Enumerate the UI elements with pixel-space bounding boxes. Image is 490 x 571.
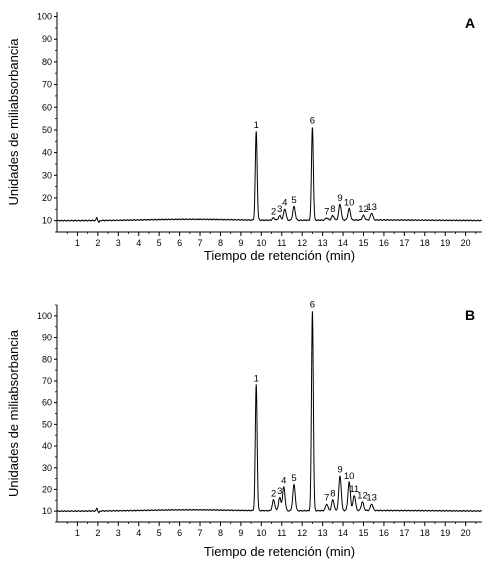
peak-label: 6 xyxy=(310,116,315,127)
y-tick-label: 10 xyxy=(42,216,52,226)
peak-label: 4 xyxy=(281,475,286,486)
peak-label: 3 xyxy=(277,486,282,497)
x-tick-label: 17 xyxy=(399,528,409,538)
x-tick-label: 19 xyxy=(440,238,450,248)
peak-label: 12 xyxy=(357,490,368,501)
x-tick-label: 19 xyxy=(440,528,450,538)
x-tick-label: 16 xyxy=(379,528,389,538)
y-tick-label: 60 xyxy=(42,102,52,112)
peak-label: 12 xyxy=(358,204,369,215)
y-tick-label: 30 xyxy=(42,170,52,180)
panel-label: B xyxy=(465,307,475,323)
panel-label: A xyxy=(465,15,475,31)
peak-label: 5 xyxy=(291,473,296,484)
x-tick-label: 5 xyxy=(157,528,162,538)
x-tick-label: 14 xyxy=(338,528,348,538)
y-axis-title: Unidades de miliabsorbancia xyxy=(6,38,21,206)
peak-label: 7 xyxy=(324,493,329,504)
peak-label: 13 xyxy=(366,202,377,213)
peak-label: 11 xyxy=(349,484,359,495)
x-tick-label: 7 xyxy=(198,238,203,248)
y-tick-label: 70 xyxy=(42,376,52,386)
x-tick-label: 9 xyxy=(238,238,243,248)
x-tick-label: 3 xyxy=(116,528,121,538)
y-tick-label: 20 xyxy=(42,484,52,494)
x-tick-label: 8 xyxy=(218,528,223,538)
y-tick-label: 40 xyxy=(42,148,52,158)
y-tick-label: 50 xyxy=(42,419,52,429)
y-axis-title: Unidades de miliabsorbancia xyxy=(6,329,21,497)
x-tick-label: 12 xyxy=(297,238,307,248)
y-tick-label: 90 xyxy=(42,333,52,343)
x-tick-label: 17 xyxy=(399,238,409,248)
x-tick-label: 3 xyxy=(116,238,121,248)
x-tick-label: 1 xyxy=(75,238,80,248)
peak-label: 7 xyxy=(324,206,329,217)
peak-label: 13 xyxy=(366,493,377,504)
peak-label: 1 xyxy=(254,120,259,131)
x-tick-label: 11 xyxy=(277,528,286,538)
x-tick-label: 2 xyxy=(95,528,100,538)
peak-label: 8 xyxy=(330,488,335,499)
x-tick-label: 15 xyxy=(358,238,368,248)
x-tick-label: 14 xyxy=(338,238,348,248)
x-tick-label: 10 xyxy=(256,528,266,538)
x-axis-title: Tiempo de retención (min) xyxy=(204,544,355,559)
chromatogram-trace xyxy=(56,127,482,223)
x-tick-label: 15 xyxy=(358,528,368,538)
x-tick-label: 16 xyxy=(379,238,389,248)
peak-label: 10 xyxy=(344,471,355,482)
x-tick-label: 1 xyxy=(75,528,80,538)
peak-label: 8 xyxy=(330,204,335,215)
x-tick-label: 20 xyxy=(461,238,471,248)
x-tick-label: 11 xyxy=(277,238,286,248)
y-tick-label: 50 xyxy=(42,125,52,135)
x-axis-title: Tiempo de retención (min) xyxy=(204,248,355,263)
y-tick-label: 20 xyxy=(42,193,52,203)
y-tick-label: 40 xyxy=(42,441,52,451)
x-tick-label: 6 xyxy=(177,528,182,538)
x-tick-label: 7 xyxy=(198,528,203,538)
peak-label: 4 xyxy=(282,197,287,208)
x-tick-label: 5 xyxy=(157,238,162,248)
y-tick-label: 60 xyxy=(42,398,52,408)
x-tick-label: 4 xyxy=(136,528,141,538)
x-tick-label: 6 xyxy=(177,238,182,248)
x-tick-label: 8 xyxy=(218,238,223,248)
y-tick-label: 10 xyxy=(42,506,52,516)
x-tick-label: 18 xyxy=(420,528,430,538)
x-tick-label: 12 xyxy=(297,528,307,538)
y-tick-label: 70 xyxy=(42,80,52,90)
peak-label: 2 xyxy=(271,488,276,499)
peak-label: 5 xyxy=(291,195,296,206)
y-tick-label: 100 xyxy=(37,12,52,22)
x-tick-label: 13 xyxy=(318,528,328,538)
peak-label: 10 xyxy=(344,197,355,208)
x-tick-label: 9 xyxy=(238,528,243,538)
x-tick-label: 13 xyxy=(318,238,328,248)
x-tick-label: 4 xyxy=(136,238,141,248)
y-tick-label: 30 xyxy=(42,463,52,473)
x-tick-label: 10 xyxy=(256,238,266,248)
y-tick-label: 80 xyxy=(42,57,52,67)
x-tick-label: 18 xyxy=(420,238,430,248)
peak-label: 9 xyxy=(337,464,342,475)
peak-label: 1 xyxy=(254,373,259,384)
y-tick-label: 80 xyxy=(42,354,52,364)
chromatogram-trace xyxy=(56,311,482,514)
x-tick-label: 20 xyxy=(461,528,471,538)
peak-label: 9 xyxy=(337,193,342,204)
peak-label: 2 xyxy=(271,206,276,217)
x-tick-label: 2 xyxy=(95,238,100,248)
y-tick-label: 100 xyxy=(37,311,52,321)
y-tick-label: 90 xyxy=(42,34,52,44)
peak-label: 6 xyxy=(310,300,315,311)
peak-label: 3 xyxy=(277,204,282,215)
